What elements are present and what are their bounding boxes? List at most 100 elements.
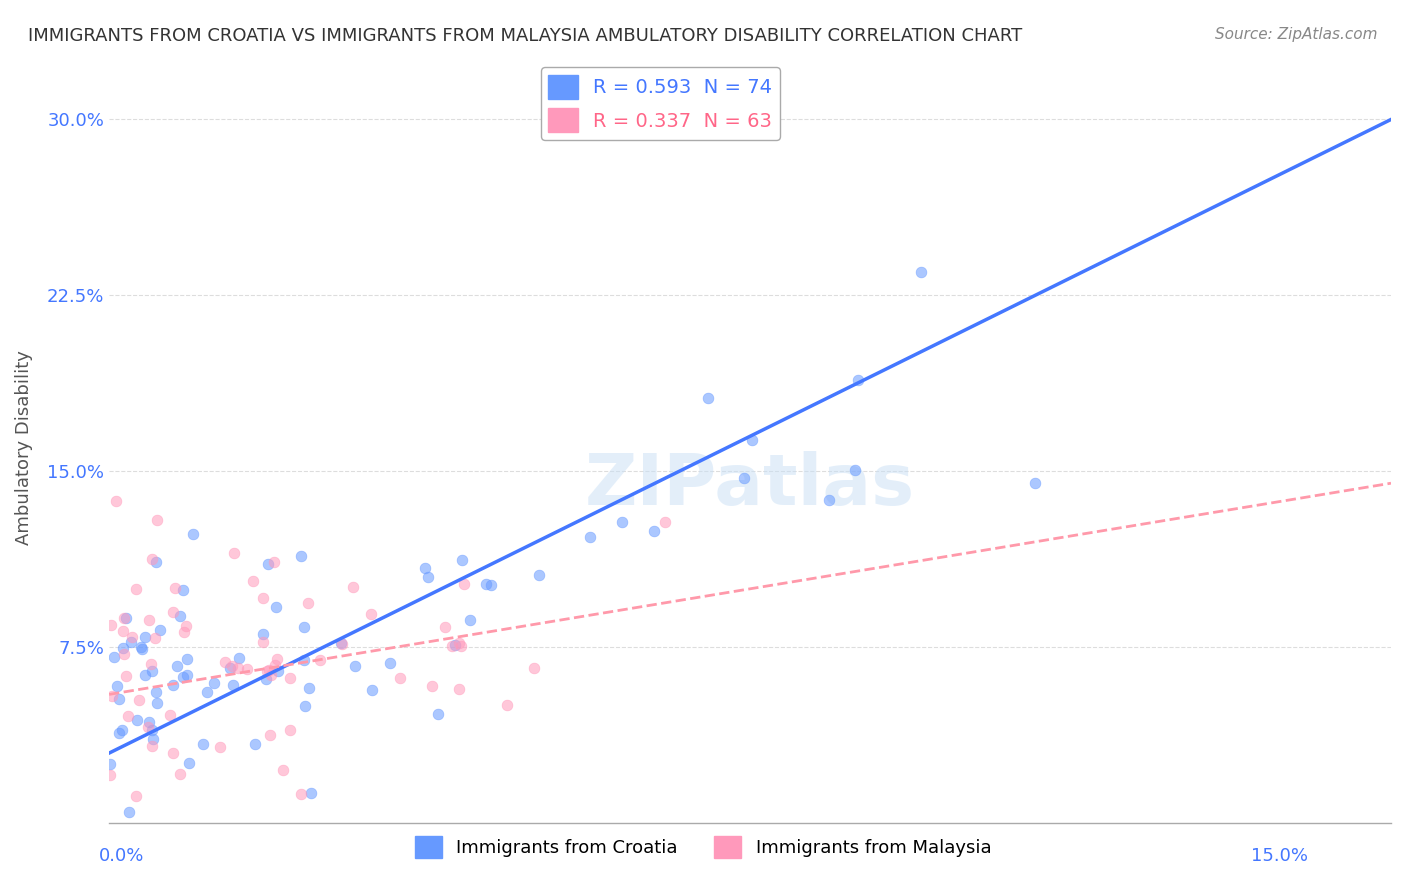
Point (697, 391, 720, 405)
Point (172, 583, 194, 598)
Point (257, 663, 280, 677)
Point (141, 739, 163, 753)
Point (145, 697, 167, 711)
Text: 0.0%: 0.0% (98, 847, 143, 865)
Point (267, 664, 290, 678)
Point (271, 763, 294, 777)
Point (252, 627, 274, 641)
Point (260, 668, 283, 682)
Point (138, 715, 160, 730)
Point (426, 707, 449, 722)
Point (360, 607, 382, 622)
Point (108, 692, 131, 706)
Point (264, 658, 287, 673)
Point (450, 639, 472, 653)
Point (228, 651, 250, 665)
Point (292, 620, 315, 634)
Point (141, 723, 163, 737)
Point (266, 652, 288, 666)
Point (112, 611, 135, 625)
Point (344, 659, 367, 673)
Point (125, 582, 148, 597)
Point (219, 661, 242, 675)
Point (298, 681, 321, 695)
Point (139, 657, 162, 671)
Point (120, 635, 142, 649)
Point (818, 492, 841, 507)
Point (138, 613, 160, 627)
Point (294, 699, 316, 714)
Point (257, 557, 280, 571)
Point (380, 656, 402, 670)
Point (1024, 476, 1046, 491)
Point (844, 463, 866, 477)
Text: Source: ZipAtlas.com: Source: ZipAtlas.com (1215, 27, 1378, 42)
Point (221, 659, 243, 673)
Point (252, 591, 274, 606)
Point (117, 709, 139, 723)
Point (134, 630, 156, 644)
Point (449, 636, 471, 650)
Point (222, 677, 245, 691)
Point (141, 664, 163, 678)
Point (278, 671, 301, 685)
Point (143, 631, 166, 645)
Point (444, 639, 467, 653)
Point (112, 647, 135, 661)
Point (458, 614, 481, 628)
Point (256, 664, 278, 678)
Point (228, 660, 250, 674)
Point (162, 746, 184, 760)
Point (169, 608, 191, 623)
Point (112, 640, 135, 655)
Point (162, 678, 184, 692)
Point (733, 470, 755, 484)
Point (479, 577, 502, 591)
Point (111, 723, 134, 737)
Point (103, 650, 125, 665)
Point (173, 624, 195, 639)
Point (128, 693, 150, 707)
Point (433, 620, 456, 634)
Point (134, 667, 156, 681)
Point (193, 737, 215, 751)
Point (523, 661, 546, 675)
Point (98, 756, 121, 771)
Point (162, 605, 184, 619)
Point (114, 611, 136, 625)
Point (166, 659, 188, 673)
Point (222, 546, 245, 560)
Point (176, 652, 198, 666)
Point (654, 515, 676, 529)
Point (172, 670, 194, 684)
Point (910, 265, 932, 279)
Point (98, 768, 121, 782)
Point (579, 530, 602, 544)
Point (290, 787, 312, 801)
Point (145, 555, 167, 569)
Point (118, 805, 141, 820)
Point (741, 433, 763, 447)
Text: 15.0%: 15.0% (1250, 847, 1308, 865)
Point (100, 690, 122, 704)
Legend: R = 0.593  N = 74, R = 0.337  N = 63: R = 0.593 N = 74, R = 0.337 N = 63 (541, 67, 780, 140)
Point (263, 555, 285, 569)
Point (129, 640, 152, 655)
Point (149, 624, 172, 638)
Point (142, 731, 165, 746)
Point (309, 653, 332, 667)
Point (104, 494, 127, 508)
Point (475, 577, 498, 591)
Point (266, 599, 288, 614)
Point (145, 513, 167, 527)
Point (496, 698, 519, 712)
Point (330, 636, 353, 650)
Point (527, 568, 550, 582)
Point (242, 574, 264, 588)
Y-axis label: Ambulatory Disability: Ambulatory Disability (15, 351, 32, 545)
Point (159, 708, 181, 723)
Point (278, 723, 301, 737)
Point (297, 596, 319, 610)
Point (259, 728, 281, 742)
Point (208, 740, 231, 755)
